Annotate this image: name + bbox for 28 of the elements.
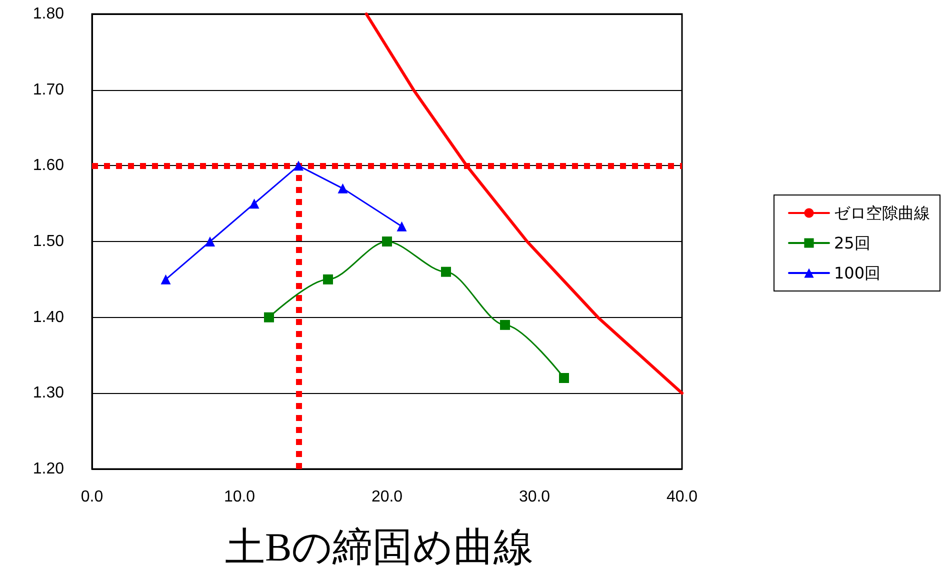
y-tick-label: 1.40: [32, 308, 64, 326]
point: [205, 236, 215, 246]
point: [382, 236, 392, 246]
x-tick-label: 10.0: [224, 488, 256, 506]
y-tick-label: 1.20: [32, 460, 64, 478]
x-tick-label: 40.0: [666, 488, 698, 506]
text: 土Bの締固め曲線: [225, 524, 534, 570]
point: [500, 320, 510, 330]
y-tick-label: 1.70: [32, 81, 64, 98]
y-tick-label: 1.30: [32, 384, 64, 402]
point: [264, 312, 274, 322]
x-tick-label: 30.0: [518, 488, 550, 506]
y-tick-label: 1.80: [32, 6, 64, 22]
y-tick-label: 1.50: [32, 233, 64, 250]
legend-label: ゼロ空隙曲線: [834, 204, 930, 222]
point: [294, 160, 304, 171]
point: [249, 198, 260, 209]
point: [441, 266, 451, 277]
x-tick-label: 0.0: [80, 488, 104, 506]
point: [559, 373, 569, 383]
legend-label: 25回: [834, 234, 870, 252]
point: [323, 274, 333, 284]
legend-label: 100回: [834, 264, 881, 282]
point: [338, 183, 348, 194]
point: [396, 221, 407, 232]
x-tick-label: 20.0: [371, 488, 403, 506]
point: [160, 274, 171, 284]
y-tick-label: 1.60: [32, 157, 64, 174]
